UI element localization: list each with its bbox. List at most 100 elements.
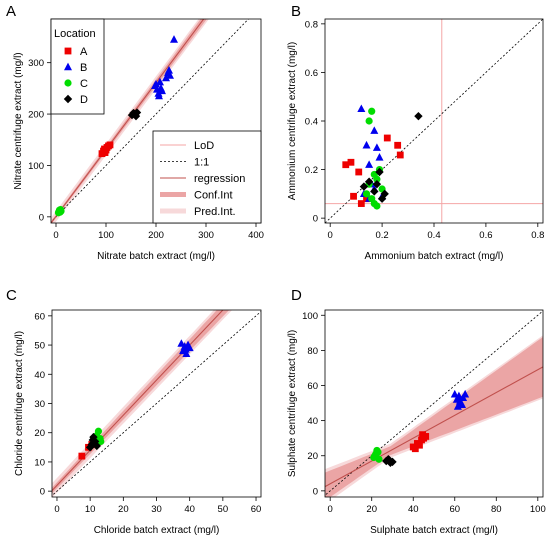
- series-C: [370, 446, 383, 463]
- panel-label: A: [6, 3, 16, 20]
- x-tick-label: 300: [198, 230, 214, 241]
- x-axis-label: Nitrate batch extract (mg/l): [97, 251, 215, 262]
- plot-content: [51, 19, 250, 223]
- x-tick-label: 10: [85, 504, 96, 515]
- legend-marker-B: [64, 62, 72, 71]
- x-tick-label: 0: [54, 504, 59, 515]
- series-B: [177, 339, 194, 358]
- data-point: [170, 35, 178, 43]
- y-tick-label: 40: [34, 370, 45, 381]
- y-tick-label: 20: [307, 451, 318, 462]
- x-tick-label: 0.8: [531, 230, 544, 241]
- series-C: [54, 206, 65, 217]
- one-to-one-line: [325, 19, 543, 223]
- legend-lines-box: [152, 130, 262, 224]
- y-tick-label: 0: [40, 487, 45, 498]
- data-point: [458, 400, 467, 409]
- y-tick-label: 10: [34, 457, 45, 468]
- data-point: [97, 437, 105, 446]
- x-tick-label: 0.6: [479, 230, 492, 241]
- data-point: [357, 104, 366, 113]
- conf-interval-band: [325, 337, 543, 497]
- x-tick-label: 0: [53, 230, 58, 241]
- legend-location-title: Location: [54, 28, 96, 40]
- x-axis-label: Ammonium batch extract (mg/l): [365, 251, 504, 262]
- data-point: [359, 182, 369, 191]
- x-axis-label: Sulphate batch extract (mg/l): [370, 525, 498, 536]
- y-tick-label: 20: [34, 428, 45, 439]
- series-A: [409, 431, 430, 453]
- data-point: [377, 194, 387, 203]
- data-point: [416, 441, 423, 449]
- data-point: [165, 65, 173, 74]
- data-point: [375, 153, 384, 161]
- data-point: [106, 141, 114, 149]
- legend-marker-A: [64, 47, 72, 55]
- data-point: [375, 167, 384, 177]
- data-point: [155, 91, 163, 100]
- x-tick-label: 0: [328, 230, 333, 241]
- data-point: [156, 77, 164, 86]
- panel-chloride: 0 10 20 30 40 50 60 0 10 20 30 40 50 60 Chloride batch…: [6, 287, 262, 536]
- data-point: [347, 158, 355, 166]
- data-point: [396, 151, 404, 159]
- legend-line-label: Conf.Int: [194, 190, 233, 202]
- series-D: [359, 111, 423, 203]
- y-axis-label: Nitrate centrifuge extract (mg/l): [13, 52, 24, 189]
- y-tick-label: 0.8: [305, 19, 318, 30]
- regression-line: [325, 366, 543, 488]
- data-point: [362, 140, 371, 149]
- series-D: [127, 108, 142, 121]
- y-tick-label: 0.4: [305, 117, 318, 128]
- y-tick-label: 0: [313, 214, 318, 225]
- x-tick-label: 50: [218, 504, 229, 515]
- data-point: [373, 202, 381, 210]
- y-axis-label: Sulphate centrifuge extract (mg/l): [287, 330, 298, 477]
- x-tick-label: 30: [151, 504, 162, 515]
- data-point: [92, 441, 101, 451]
- x-tick-label: 0.2: [375, 230, 388, 241]
- series-A: [98, 141, 114, 158]
- data-point: [94, 427, 103, 435]
- data-point: [370, 126, 379, 134]
- legend-label-B: B: [80, 62, 87, 74]
- y-tick-label: 100: [28, 161, 44, 172]
- data-point: [162, 73, 170, 82]
- series-B: [450, 389, 470, 410]
- y-tick-label: 60: [34, 311, 45, 322]
- y-tick-label: 0.6: [305, 68, 318, 79]
- x-tick-label: 20: [118, 504, 129, 515]
- plot-frame: [324, 309, 544, 498]
- legend-lines: LoD 1:1 regression Conf.Int Pred.Int.: [152, 130, 262, 224]
- data-point: [166, 71, 174, 79]
- series-D: [382, 455, 397, 467]
- legend-line-label: 1:1: [194, 157, 209, 169]
- data-point: [365, 117, 373, 125]
- x-tick-label: 400: [248, 230, 264, 241]
- y-tick-label: 0: [39, 212, 44, 223]
- y-tick-label: 80: [307, 346, 318, 357]
- x-tick-label: 200: [148, 230, 164, 241]
- x-tick-label: 100: [530, 504, 546, 515]
- data-point: [370, 187, 379, 196]
- x-tick-label: 40: [408, 504, 419, 515]
- legend-label-C: C: [80, 78, 88, 90]
- y-tick-label: 40: [307, 416, 318, 427]
- legend-line-label: regression: [194, 173, 245, 185]
- data-point: [419, 431, 426, 439]
- x-tick-label: 60: [449, 504, 460, 515]
- legend-label-A: A: [80, 46, 88, 58]
- data-point: [78, 452, 86, 460]
- data-point: [363, 195, 370, 203]
- panel-label: B: [291, 3, 301, 20]
- legend-location-box: [50, 18, 105, 115]
- data-point: [394, 141, 402, 149]
- y-tick-label: 0: [313, 486, 318, 497]
- x-axis-label: Chloride batch extract (mg/l): [94, 525, 220, 536]
- one-to-one-line: [51, 19, 250, 223]
- y-tick-label: 60: [307, 381, 318, 392]
- x-tick-label: 0.4: [427, 230, 440, 241]
- legend-marker-D: [63, 94, 73, 104]
